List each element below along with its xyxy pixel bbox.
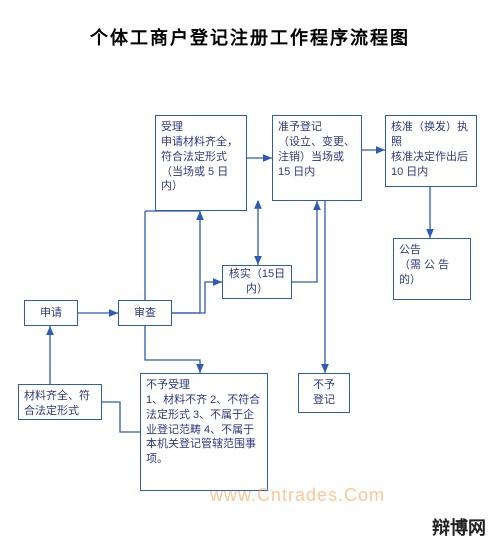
node-announce: 公告（需 公 告 的） [393,238,471,300]
node-verify: 核实（15日内） [222,265,292,299]
node-accept: 受理申请材料齐全，符合法定形式（当场或 5 日内） [155,115,247,211]
node-apply: 申请 [24,300,78,326]
node-matready: 材料齐全、符合法定形式 [18,384,102,420]
watermark-cntrades: www.Cntrades.Com [210,485,385,506]
page-title: 个体工商户登记注册工作程序流程图 [0,24,500,50]
node-review: 审查 [118,300,172,326]
node-approve: 核准（换发）执照核准决定作出后 10 日内 [385,115,477,187]
node-noaccept: 不予受理1、材料不齐 2、不符合法定形式 3、不属于企业登记范畴 4、不属于本机… [140,373,268,491]
watermark-bianbo: 辩博网 [432,514,486,540]
node-decide: 准予登记（设立、变更、注销）当场或 15 日内 [272,115,362,201]
node-noreg: 不予登记 [298,373,350,413]
